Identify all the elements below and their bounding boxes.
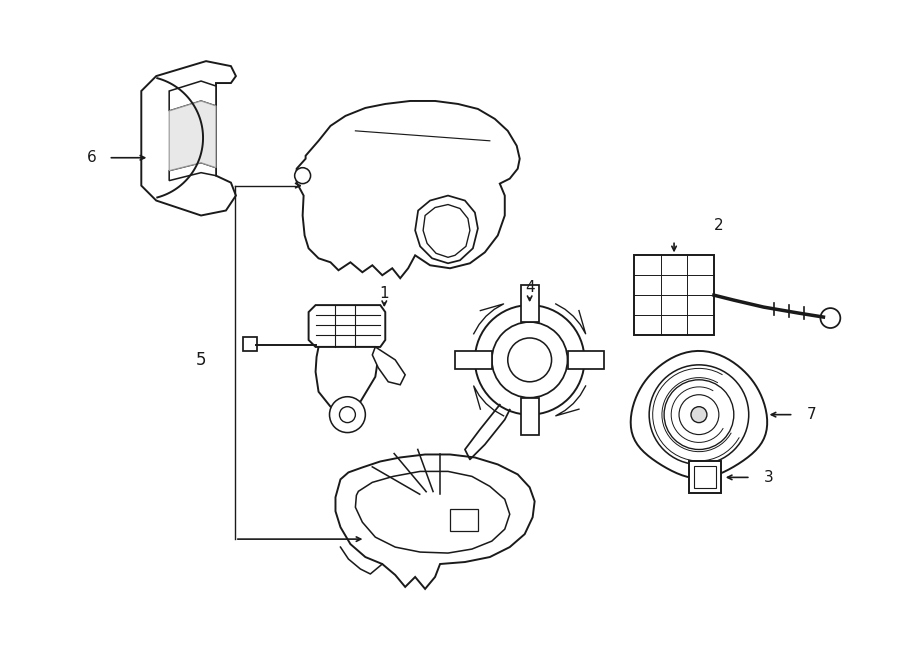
Bar (689, 461, 721, 493)
Text: 5: 5 (196, 351, 206, 369)
Circle shape (475, 305, 584, 414)
Polygon shape (316, 347, 378, 412)
Circle shape (508, 338, 552, 382)
Polygon shape (568, 351, 604, 369)
Text: 6: 6 (86, 150, 96, 165)
Circle shape (329, 397, 365, 432)
Circle shape (691, 407, 707, 422)
Text: 2: 2 (714, 218, 724, 233)
Polygon shape (356, 471, 509, 553)
Circle shape (339, 407, 356, 422)
Bar (694, 467, 716, 488)
Polygon shape (169, 163, 216, 180)
Circle shape (649, 365, 749, 465)
Circle shape (294, 168, 310, 184)
Polygon shape (521, 285, 538, 322)
Polygon shape (169, 81, 216, 111)
Text: 4: 4 (525, 280, 535, 295)
Bar (243, 337, 256, 351)
Polygon shape (297, 101, 519, 278)
Polygon shape (423, 204, 470, 257)
Polygon shape (373, 347, 405, 385)
Polygon shape (455, 351, 491, 369)
Polygon shape (141, 61, 236, 215)
Text: 1: 1 (380, 286, 389, 301)
Polygon shape (415, 196, 478, 263)
Polygon shape (309, 305, 385, 347)
Circle shape (821, 308, 841, 328)
Bar (450, 509, 478, 531)
Bar (634, 255, 714, 335)
Circle shape (491, 322, 568, 398)
Polygon shape (169, 101, 216, 171)
Polygon shape (631, 351, 767, 479)
Text: 3: 3 (764, 470, 773, 485)
Circle shape (664, 380, 734, 449)
Polygon shape (521, 398, 538, 434)
Text: 7: 7 (806, 407, 816, 422)
Polygon shape (336, 455, 535, 589)
Circle shape (679, 395, 719, 434)
